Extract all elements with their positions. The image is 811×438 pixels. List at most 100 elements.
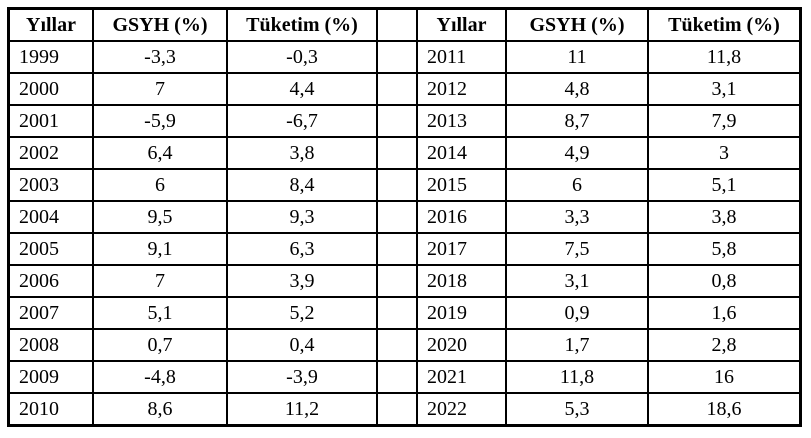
value-cell: 0,7 (92, 328, 228, 362)
year-cell: 2003 (7, 168, 94, 202)
value-cell: 9,5 (92, 200, 228, 234)
value-cell: 8,7 (505, 104, 649, 138)
column-header: GSYH (%) (92, 7, 228, 42)
value-cell: 6 (92, 168, 228, 202)
header-row: Yıllar GSYH (%) Tüketim (%) Yıllar GSYH (%) T… (7, 7, 802, 42)
value-cell: 3,8 (647, 200, 802, 234)
separator-cell (376, 168, 418, 202)
separator-header-cell (376, 7, 418, 42)
year-cell: 2017 (416, 232, 507, 266)
value-cell: 2,8 (647, 328, 802, 362)
value-cell: 7,5 (505, 232, 649, 266)
value-cell: 11,8 (505, 360, 649, 394)
value-cell: 1,7 (505, 328, 649, 362)
year-cell: 1999 (7, 40, 94, 74)
year-cell: 2001 (7, 104, 94, 138)
value-cell: 11,2 (226, 392, 378, 427)
value-cell: -4,8 (92, 360, 228, 394)
year-cell: 2016 (416, 200, 507, 234)
value-cell: 3,9 (226, 264, 378, 298)
separator-cell (376, 104, 418, 138)
value-cell: 5,8 (647, 232, 802, 266)
value-cell: 18,6 (647, 392, 802, 427)
year-cell: 2006 (7, 264, 94, 298)
value-cell: 11 (505, 40, 649, 74)
year-cell: 2002 (7, 136, 94, 170)
year-cell: 2007 (7, 296, 94, 330)
year-cell: 2008 (7, 328, 94, 362)
value-cell: -6,7 (226, 104, 378, 138)
table-row: 2000 7 4,4 2012 4,8 3,1 (7, 72, 802, 106)
table-row: 2009 -4,8 -3,9 2021 11,8 16 (7, 360, 802, 394)
value-cell: -5,9 (92, 104, 228, 138)
year-cell: 2015 (416, 168, 507, 202)
year-cell: 2011 (416, 40, 507, 74)
value-cell: 1,6 (647, 296, 802, 330)
value-cell: 7,9 (647, 104, 802, 138)
value-cell: 5,3 (505, 392, 649, 427)
separator-cell (376, 40, 418, 74)
value-cell: 8,6 (92, 392, 228, 427)
value-cell: 3,1 (505, 264, 649, 298)
year-cell: 2019 (416, 296, 507, 330)
table-row: 2010 8,6 11,2 2022 5,3 18,6 (7, 392, 802, 427)
gdp-consumption-table: Yıllar GSYH (%) Tüketim (%) Yıllar GSYH (%) T… (7, 7, 802, 427)
column-header: Yıllar (416, 7, 507, 42)
value-cell: 6,4 (92, 136, 228, 170)
value-cell: 6 (505, 168, 649, 202)
value-cell: 16 (647, 360, 802, 394)
value-cell: 5,1 (647, 168, 802, 202)
value-cell: 4,4 (226, 72, 378, 106)
table-row: 2003 6 8,4 2015 6 5,1 (7, 168, 802, 202)
year-cell: 2018 (416, 264, 507, 298)
table-row: 2002 6,4 3,8 2014 4,9 3 (7, 136, 802, 170)
value-cell: 9,1 (92, 232, 228, 266)
value-cell: 4,8 (505, 72, 649, 106)
table-row: 1999 -3,3 -0,3 2011 11 11,8 (7, 40, 802, 74)
year-cell: 2005 (7, 232, 94, 266)
value-cell: 7 (92, 72, 228, 106)
value-cell: 7 (92, 264, 228, 298)
table-row: 2004 9,5 9,3 2016 3,3 3,8 (7, 200, 802, 234)
year-cell: 2020 (416, 328, 507, 362)
value-cell: 4,9 (505, 136, 649, 170)
value-cell: 9,3 (226, 200, 378, 234)
value-cell: 3,8 (226, 136, 378, 170)
value-cell: 0,9 (505, 296, 649, 330)
value-cell: 5,1 (92, 296, 228, 330)
year-cell: 2000 (7, 72, 94, 106)
year-cell: 2021 (416, 360, 507, 394)
column-header: GSYH (%) (505, 7, 649, 42)
table-row: 2006 7 3,9 2018 3,1 0,8 (7, 264, 802, 298)
year-cell: 2012 (416, 72, 507, 106)
value-cell: 0,8 (647, 264, 802, 298)
value-cell: 3,3 (505, 200, 649, 234)
value-cell: 8,4 (226, 168, 378, 202)
separator-cell (376, 200, 418, 234)
year-cell: 2013 (416, 104, 507, 138)
year-cell: 2022 (416, 392, 507, 427)
column-header: Yıllar (7, 7, 94, 42)
value-cell: 3 (647, 136, 802, 170)
separator-cell (376, 392, 418, 427)
year-cell: 2014 (416, 136, 507, 170)
column-header: Tüketim (%) (226, 7, 378, 42)
table-row: 2005 9,1 6,3 2017 7,5 5,8 (7, 232, 802, 266)
table-row: 2007 5,1 5,2 2019 0,9 1,6 (7, 296, 802, 330)
table-row: 2008 0,7 0,4 2020 1,7 2,8 (7, 328, 802, 362)
value-cell: 11,8 (647, 40, 802, 74)
table-head: Yıllar GSYH (%) Tüketim (%) Yıllar GSYH (%) T… (7, 7, 802, 42)
column-header: Tüketim (%) (647, 7, 802, 42)
value-cell: 3,1 (647, 72, 802, 106)
value-cell: -0,3 (226, 40, 378, 74)
year-cell: 2004 (7, 200, 94, 234)
value-cell: 0,4 (226, 328, 378, 362)
year-cell: 2009 (7, 360, 94, 394)
separator-cell (376, 328, 418, 362)
table-row: 2001 -5,9 -6,7 2013 8,7 7,9 (7, 104, 802, 138)
separator-cell (376, 72, 418, 106)
value-cell: -3,3 (92, 40, 228, 74)
separator-cell (376, 136, 418, 170)
separator-cell (376, 264, 418, 298)
